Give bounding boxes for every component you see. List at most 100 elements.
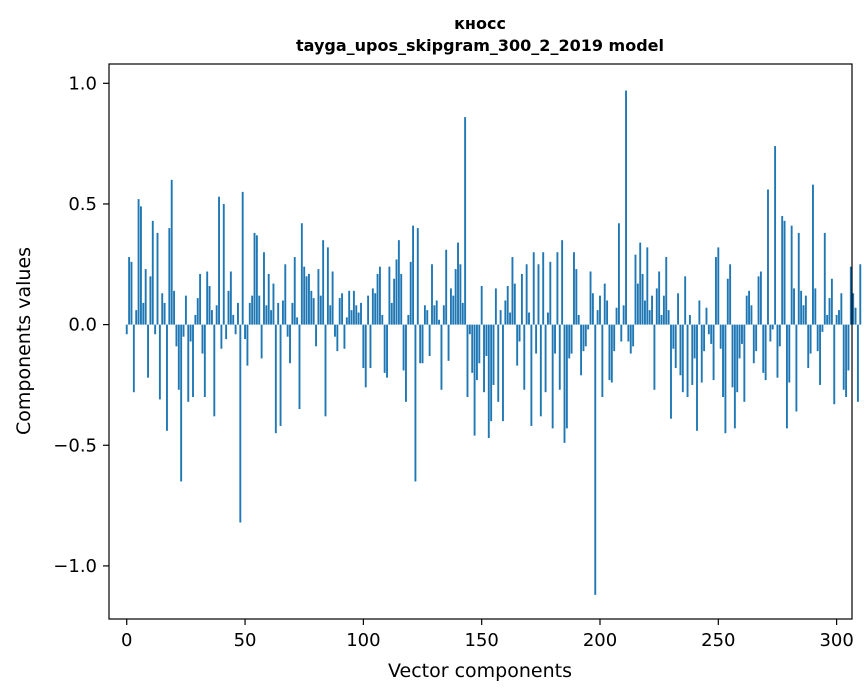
bar-117	[402, 324, 405, 371]
bar-275	[776, 324, 779, 378]
y-axis: 1.0 0.5 0.0 −0.5 −1.0	[53, 73, 109, 577]
bar-211	[625, 90, 627, 325]
bar-199	[596, 310, 599, 325]
bar-5	[137, 199, 140, 325]
bar-128	[428, 324, 431, 356]
bar-305	[847, 324, 850, 371]
y-tick-label-0: 1.0	[68, 73, 97, 94]
bar-268	[759, 271, 762, 325]
bar-102	[367, 295, 370, 325]
bar-242	[698, 300, 701, 325]
bar-269	[762, 324, 765, 373]
bar-78	[310, 290, 313, 325]
bar-103	[369, 324, 372, 369]
bar-308	[854, 307, 857, 325]
bar-204	[608, 324, 611, 381]
bar-73	[298, 324, 301, 410]
bar-91	[341, 293, 344, 325]
bar-136	[447, 324, 450, 361]
bar-150	[480, 286, 483, 325]
bar-248	[712, 324, 715, 381]
bar-116	[400, 273, 403, 325]
bar-184	[561, 240, 564, 325]
bar-99	[360, 302, 362, 325]
bar-167	[520, 273, 523, 325]
bar-286	[802, 305, 805, 325]
bar-2	[130, 261, 133, 325]
bar-212	[627, 324, 630, 342]
bar-290	[812, 184, 814, 325]
bar-240	[693, 324, 696, 359]
bar-267	[757, 276, 760, 325]
bar-185	[563, 324, 566, 443]
bar-177	[544, 324, 547, 393]
bar-68	[286, 324, 289, 337]
bar-189	[573, 252, 575, 325]
bar-125	[421, 324, 424, 364]
bar-118	[405, 324, 407, 402]
bar-61	[270, 310, 273, 325]
bar-83	[322, 240, 325, 325]
bar-130	[433, 305, 436, 325]
bar-200	[599, 295, 601, 325]
y-tick-label-2: 0.0	[68, 315, 97, 336]
bar-40	[220, 324, 223, 349]
bar-86	[329, 305, 332, 325]
bar-271	[767, 189, 769, 325]
bar-250	[717, 247, 720, 325]
bar-255	[729, 264, 732, 325]
bar-264	[750, 305, 753, 325]
bar-120	[409, 261, 412, 325]
bar-309	[856, 324, 859, 402]
bar-45	[232, 314, 235, 325]
bar-44	[229, 271, 232, 325]
bar-123	[416, 228, 419, 325]
bar-129	[431, 264, 433, 325]
bar-16	[163, 302, 166, 325]
bar-239	[691, 324, 694, 385]
bar-149	[478, 324, 481, 364]
bar-247	[710, 324, 713, 344]
bar-0	[125, 324, 128, 335]
bar-33	[203, 324, 206, 397]
bar-142	[461, 302, 464, 325]
bar-85	[326, 247, 329, 325]
bar-51	[246, 324, 249, 366]
bar-257	[733, 324, 736, 429]
bar-253	[724, 324, 727, 434]
bar-108	[381, 314, 384, 325]
bar-195	[587, 324, 590, 330]
bar-256	[731, 324, 734, 388]
bar-263	[748, 290, 751, 325]
bar-111	[388, 266, 391, 325]
bar-152	[485, 324, 488, 356]
bar-281	[790, 225, 793, 325]
bar-244	[703, 324, 706, 352]
bar-27	[189, 324, 192, 342]
bar-245	[705, 307, 708, 325]
bar-105	[374, 293, 377, 325]
bar-179	[549, 261, 552, 325]
bar-7	[142, 302, 145, 325]
bar-146	[471, 324, 474, 373]
bar-31	[199, 273, 202, 325]
bar-288	[807, 324, 810, 369]
bar-193	[582, 324, 585, 352]
bar-208	[617, 223, 620, 325]
bar-220	[646, 247, 649, 325]
bar-222	[651, 295, 653, 325]
bar-57	[260, 324, 263, 359]
chart-title: кносс	[454, 14, 506, 33]
x-axis: 0 50 100 150 200 250 300	[121, 619, 854, 651]
bar-151	[483, 324, 485, 393]
bar-46	[234, 324, 237, 335]
bar-203	[606, 300, 609, 325]
plot-frame	[108, 63, 853, 620]
bar-140	[457, 242, 459, 325]
bar-285	[800, 290, 803, 325]
bar-252	[722, 324, 724, 397]
bar-145	[468, 324, 471, 335]
bar-291	[814, 288, 817, 325]
bar-52	[248, 302, 251, 325]
